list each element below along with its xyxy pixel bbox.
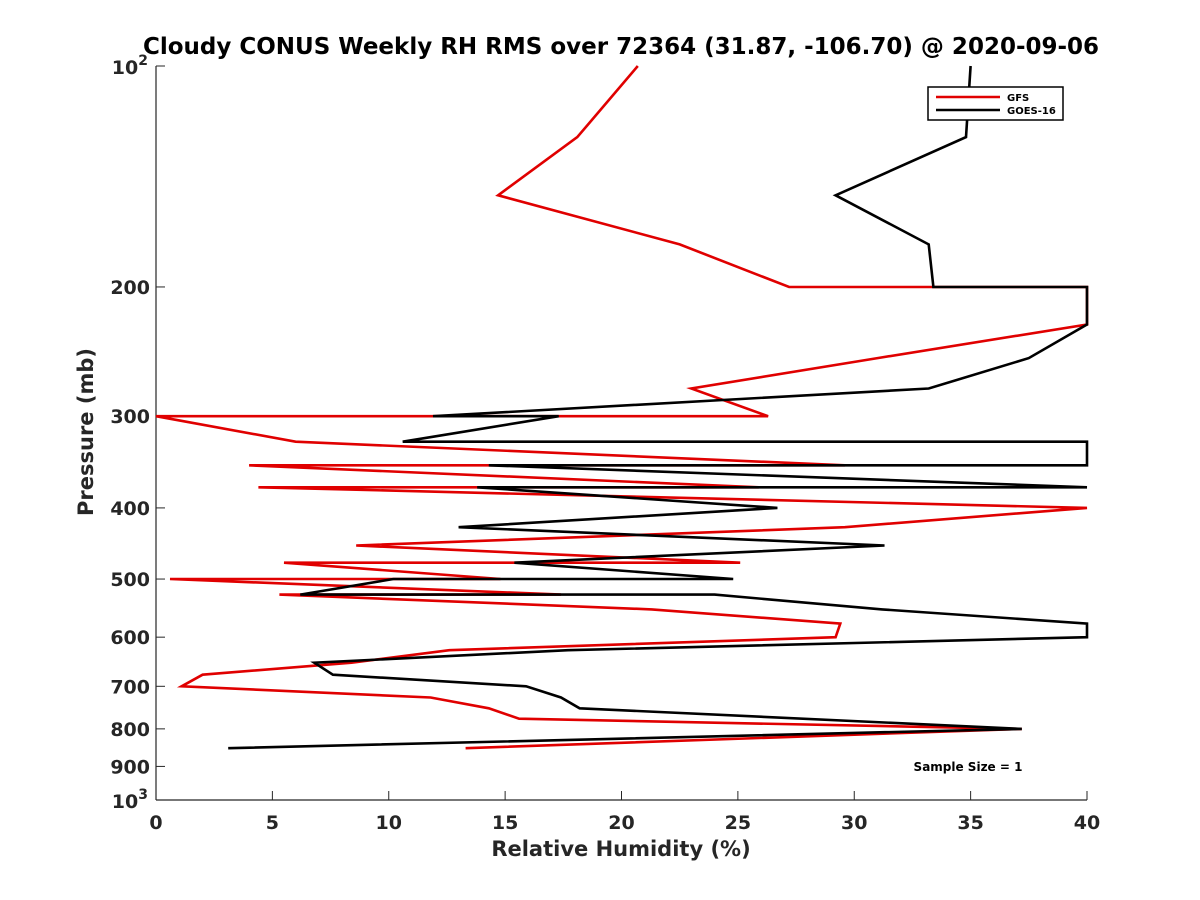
x-tick-label: 35 bbox=[957, 812, 983, 834]
y-tick-label: 900 bbox=[110, 756, 150, 778]
legend: GFS GOES-16 bbox=[927, 86, 1064, 121]
legend-label: GFS bbox=[1007, 93, 1029, 104]
x-tick-label: 5 bbox=[266, 812, 279, 834]
series-line-goes-16 bbox=[228, 65, 1089, 750]
x-axis-label: Relative Humidity (%) bbox=[491, 837, 750, 861]
x-tick-label: 10 bbox=[376, 812, 402, 834]
x-tick-label: 40 bbox=[1074, 812, 1100, 834]
y-tick-label: 200 bbox=[110, 277, 150, 299]
y-tick-label: 400 bbox=[110, 498, 150, 520]
y-tick-label: 800 bbox=[110, 719, 150, 741]
legend-box bbox=[927, 86, 1064, 121]
x-axis: 0 5 10 15 20 25 30 35 40 bbox=[149, 791, 1100, 834]
legend-label: GOES-16 bbox=[1007, 106, 1056, 117]
y-tick-label: 300 bbox=[110, 406, 150, 428]
y-axis-label: Pressure (mb) bbox=[74, 348, 98, 516]
chart-title: Cloudy CONUS Weekly RH RMS over 72364 (3… bbox=[143, 34, 1099, 60]
y-tick-label: 103 bbox=[112, 787, 148, 813]
plot-area bbox=[155, 66, 1087, 801]
y-tick-label: 700 bbox=[110, 676, 150, 698]
y-tick-label: 600 bbox=[110, 627, 150, 649]
x-tick-label: 15 bbox=[492, 812, 518, 834]
series-line-gfs bbox=[155, 65, 1089, 750]
series-layer bbox=[155, 65, 1089, 750]
y-axis: 102 200 300 400 500 600 700 800 900 103 bbox=[110, 53, 165, 813]
x-tick-label: 30 bbox=[841, 812, 867, 834]
x-tick-label: 0 bbox=[149, 812, 162, 834]
x-tick-label: 20 bbox=[608, 812, 634, 834]
y-tick-label: 500 bbox=[110, 569, 150, 591]
sample-size-annotation: Sample Size = 1 bbox=[914, 760, 1023, 774]
y-tick-label: 102 bbox=[112, 53, 148, 79]
x-tick-label: 25 bbox=[725, 812, 751, 834]
